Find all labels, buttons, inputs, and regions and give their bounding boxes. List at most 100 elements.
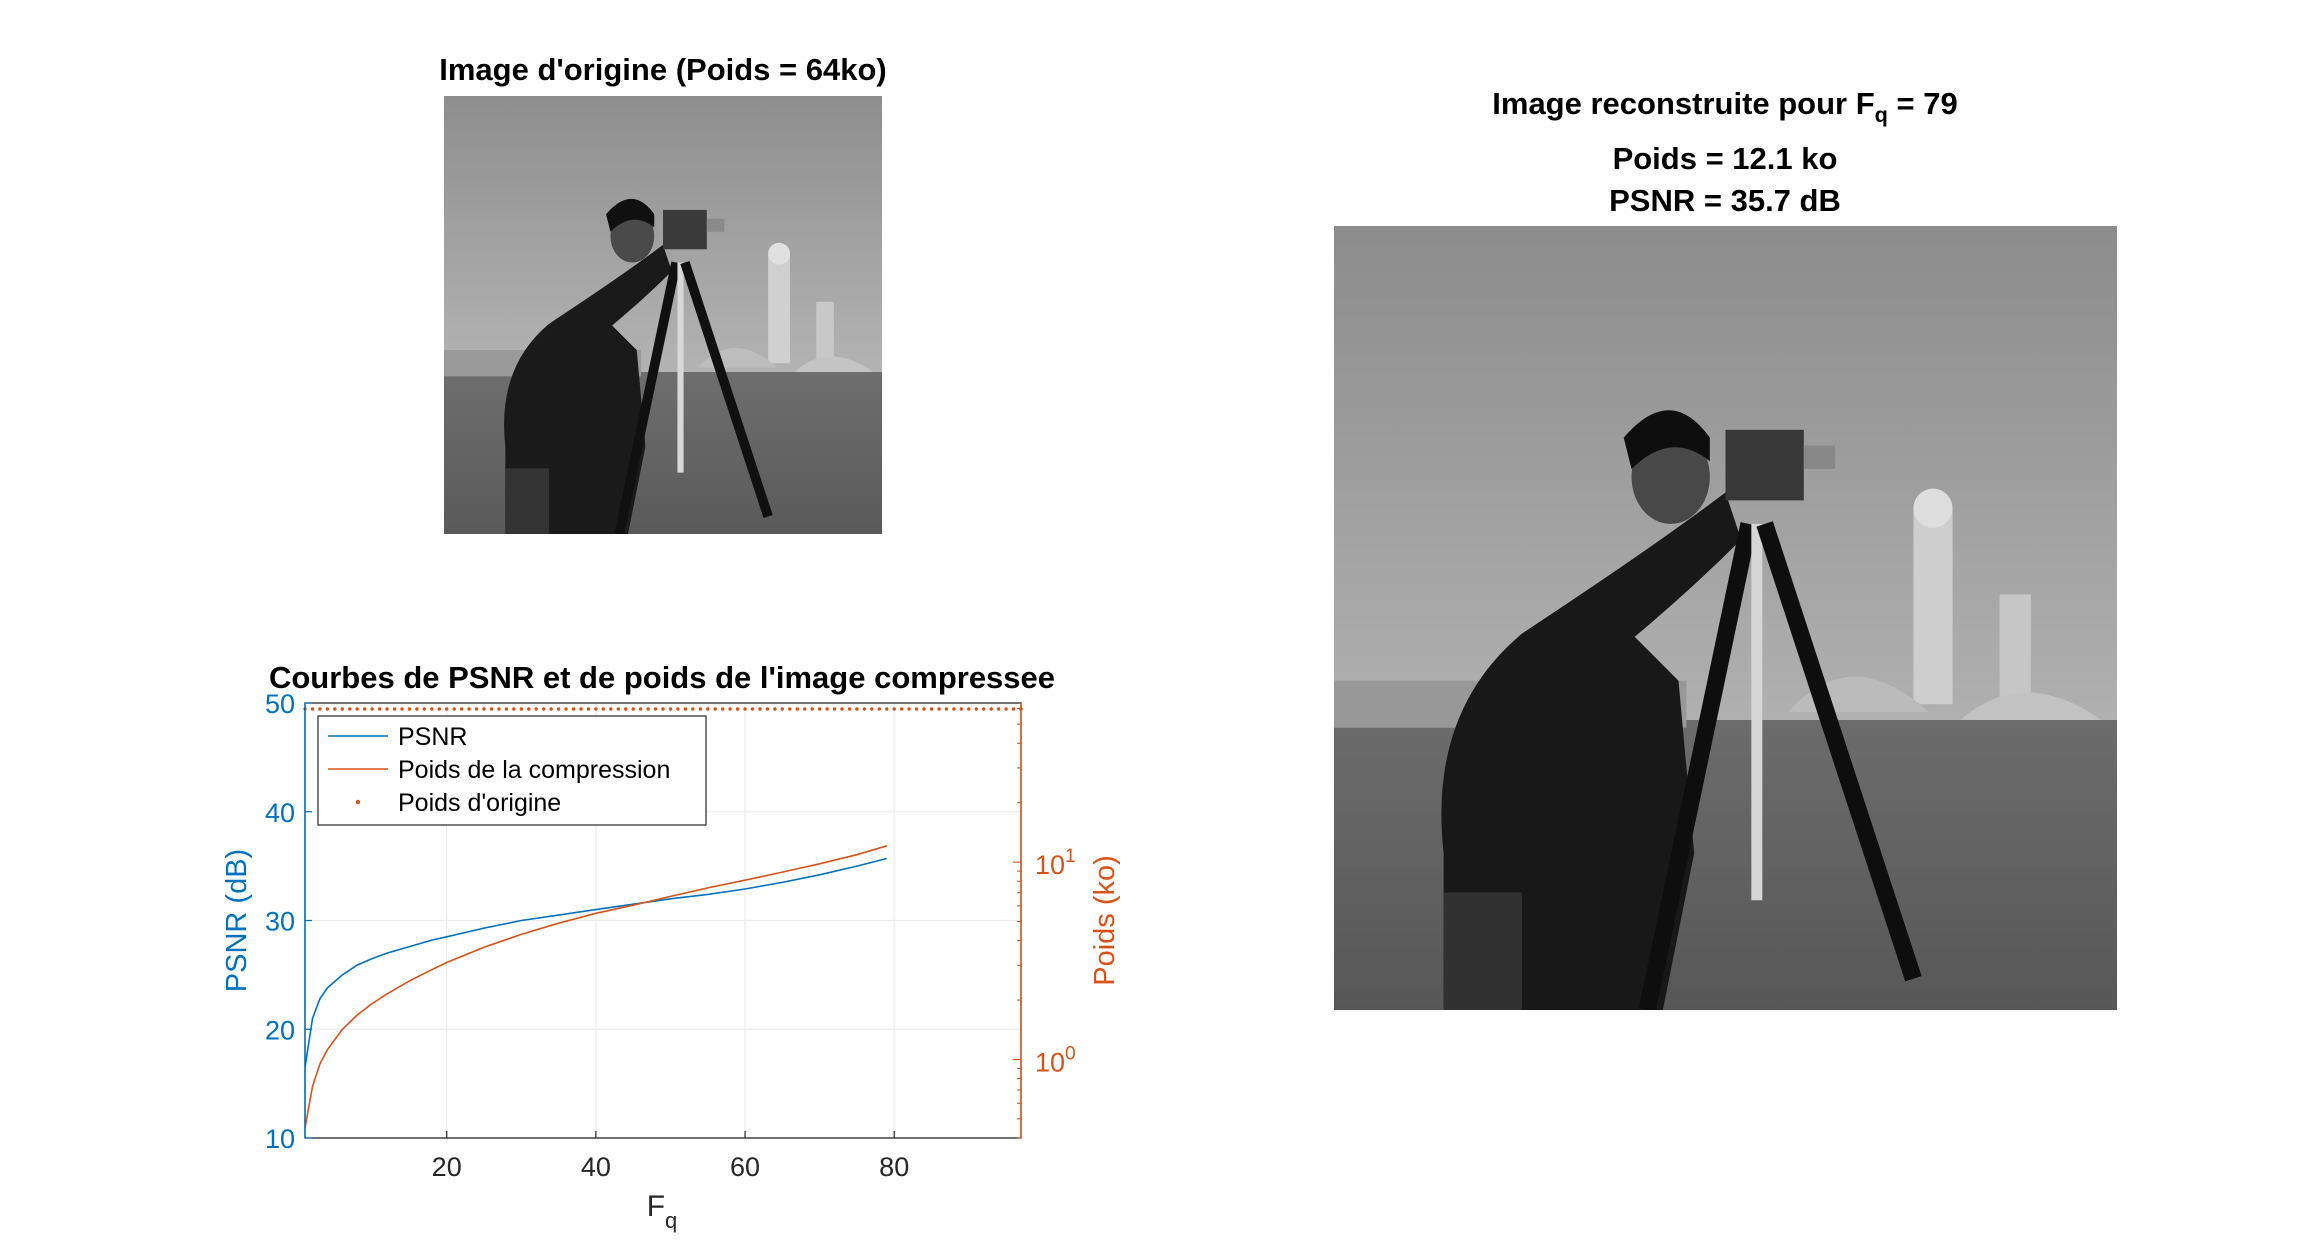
chart-series — [303, 707, 1023, 1129]
series-dot — [624, 707, 628, 711]
series-dot — [691, 707, 695, 711]
series-dot — [728, 707, 732, 711]
series-dot — [855, 707, 859, 711]
x-tick-label: 60 — [730, 1152, 760, 1182]
series-dot — [564, 707, 568, 711]
series-dot — [750, 707, 755, 711]
series-dot — [631, 707, 635, 711]
series-dot — [706, 707, 710, 711]
series-dot — [452, 707, 456, 711]
series-dot — [407, 707, 412, 711]
series-dot — [489, 707, 494, 711]
series-dot — [735, 707, 740, 711]
series-dot — [527, 707, 531, 711]
series-dot — [676, 707, 680, 711]
series-dot — [415, 707, 419, 711]
series-dot — [989, 707, 993, 711]
reconstructed-title-prefix: Image reconstruite pour F — [1492, 86, 1875, 121]
left-y-tick-label: 20 — [265, 1015, 295, 1045]
series-dot — [430, 707, 434, 711]
series-dot — [601, 707, 605, 711]
series-dot — [363, 707, 367, 711]
series-dot — [721, 707, 725, 711]
chart-legend: PSNR Poids de la compression Poids d'origi… — [317, 715, 707, 826]
series-dot — [1011, 707, 1016, 711]
series-dot — [661, 707, 665, 711]
series-dot — [512, 707, 516, 711]
series-dot — [467, 707, 471, 711]
x-tick-label: 40 — [581, 1152, 611, 1182]
chart-axes: 20 40 60 80 10 20 30 40 50 100 101 PSNR (dB) Poids (… — [221, 689, 1121, 1233]
series-dot — [959, 707, 963, 711]
series-dot — [325, 707, 330, 711]
right-y-tick-label: 100 — [1035, 1043, 1076, 1077]
reconstructed-psnr-text: PSNR = 35.7 dB — [1609, 183, 1841, 218]
series-dot — [847, 707, 852, 711]
left-y-tick-label: 10 — [265, 1124, 295, 1154]
series-dot — [914, 707, 919, 711]
series-dot — [549, 707, 553, 711]
series-dot — [765, 707, 770, 711]
series-dot — [579, 707, 583, 711]
series-dot — [773, 707, 777, 711]
series-dot — [862, 707, 867, 711]
series-dot — [392, 707, 397, 711]
left-y-tick-label: 30 — [265, 907, 295, 937]
x-tick-label: 20 — [432, 1152, 462, 1182]
right-y-axis-label: Poids (ko) — [1089, 855, 1121, 986]
reconstructed-image-drawing — [1334, 226, 2117, 1010]
series-dot — [422, 707, 426, 711]
series-dot — [653, 707, 658, 711]
series-dot — [668, 707, 673, 711]
series-dot — [974, 707, 978, 711]
original-image-drawing — [444, 96, 882, 534]
series-dot — [803, 707, 807, 711]
series-dot — [780, 707, 784, 711]
series-dot — [482, 707, 486, 711]
series-dot — [788, 707, 792, 711]
series-dot — [929, 707, 934, 711]
left-y-tick-label: 40 — [265, 798, 295, 828]
series-dot — [340, 707, 344, 711]
series-dot — [877, 707, 881, 711]
original-image-title-text: Image d'origine (Poids = 64ko) — [439, 52, 887, 87]
series-dot — [683, 707, 688, 711]
legend-swatch — [355, 799, 361, 805]
series-dot — [385, 707, 389, 711]
series-dot — [810, 707, 814, 711]
series-dot — [907, 707, 911, 711]
series-dot — [542, 707, 546, 711]
series-dot — [377, 707, 382, 711]
series-dot — [982, 707, 986, 711]
legend-label: PSNR — [398, 723, 467, 751]
original-image-title: Image d'origine (Poids = 64ko) — [423, 54, 903, 85]
legend-box — [317, 715, 707, 826]
reconstructed-psnr-line: PSNR = 35.7 dB — [1295, 185, 2155, 216]
left-y-axis-label: PSNR (dB) — [221, 849, 253, 992]
reconstructed-weight-text: Poids = 12.1 ko — [1612, 141, 1838, 176]
series-dot — [333, 707, 337, 711]
series-dot — [825, 707, 829, 711]
series-dot — [586, 707, 591, 711]
series-line-1 — [304, 845, 888, 1129]
series-dot — [996, 707, 1001, 711]
series-dot — [571, 707, 576, 711]
series-dot — [556, 707, 561, 711]
series-dot — [795, 707, 799, 711]
reconstructed-title-subscript: q — [1874, 101, 1888, 127]
series-dot — [900, 707, 904, 711]
series-line-0 — [304, 857, 887, 1068]
series-dot — [817, 707, 822, 711]
series-dot — [474, 707, 479, 711]
x-axis-label: Fq — [647, 1190, 678, 1233]
reconstructed-image — [1334, 226, 2117, 1010]
series-dot — [445, 707, 449, 711]
series-dot — [1004, 707, 1008, 711]
series-dot — [758, 707, 762, 711]
series-dot — [892, 707, 896, 711]
legend-label: Poids d'origine — [398, 789, 561, 817]
series-dot — [646, 707, 650, 711]
series-dot — [310, 707, 315, 711]
series-dot — [743, 707, 747, 711]
